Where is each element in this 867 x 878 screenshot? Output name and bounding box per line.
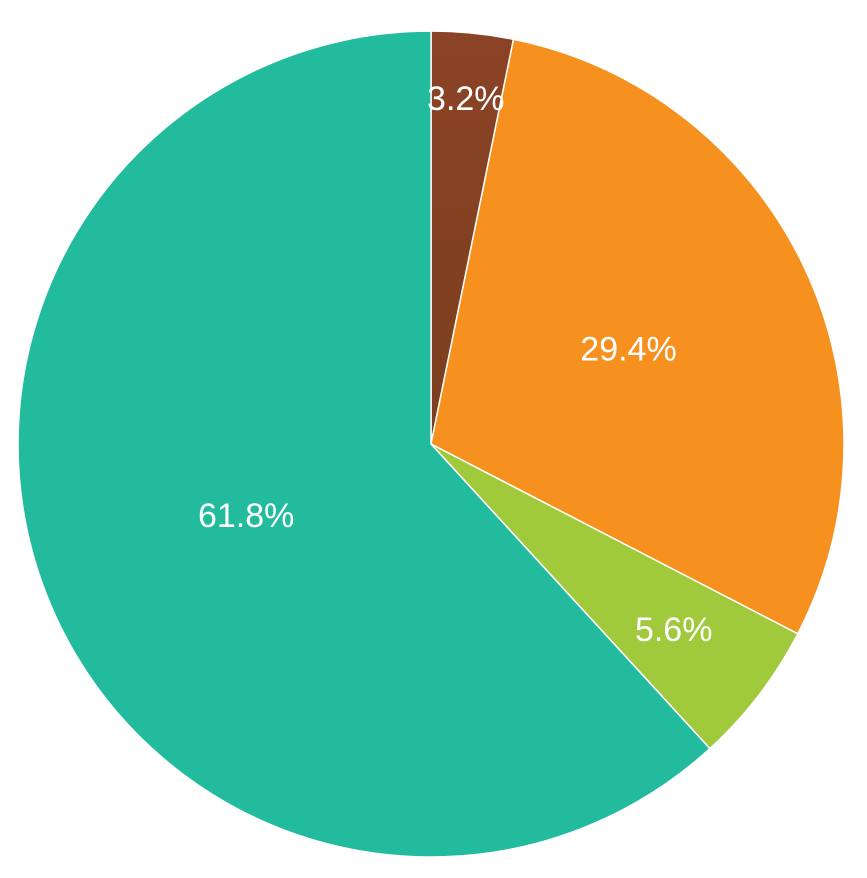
pie-labels: 3.2% 29.4% 5.6% 61.8%	[198, 80, 712, 649]
pie-slice-3	[430, 443, 799, 750]
pie-slices	[17, 30, 845, 858]
pie-slice-label-2: 29.4%	[580, 331, 676, 369]
pie-slice-2	[430, 38, 845, 635]
pie-slice-label-1: 3.2%	[427, 80, 505, 118]
pie-slice-4	[17, 30, 711, 858]
pie-slice-label-4: 61.8%	[198, 497, 294, 535]
pie-slice-label-3: 5.6%	[635, 611, 713, 649]
